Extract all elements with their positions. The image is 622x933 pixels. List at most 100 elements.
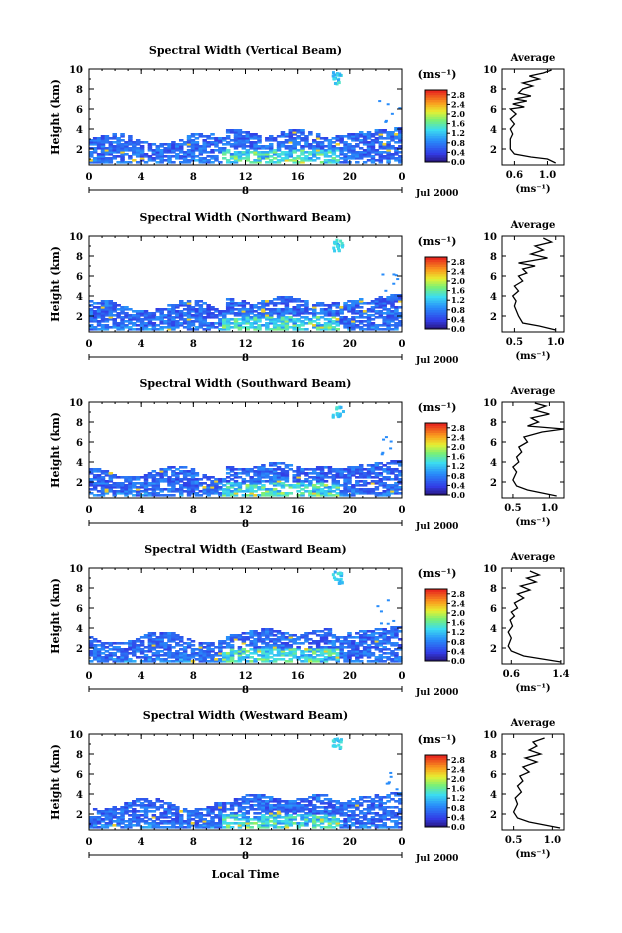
heatmap-cell: [210, 480, 215, 483]
heatmap-cell: [242, 806, 247, 809]
heatmap-cell: [179, 161, 184, 164]
heatmap-cell: [167, 155, 172, 158]
heatmap-cell: [171, 804, 176, 807]
heatmap-cell: [195, 133, 200, 136]
heatmap-cell: [359, 650, 364, 653]
heatmap-cell: [332, 739, 335, 742]
colorbar-swatch: [425, 310, 447, 313]
heatmap-cell: [316, 794, 321, 797]
heatmap-cell: [202, 482, 207, 485]
colorbar-swatch: [425, 481, 447, 484]
heatmap-cell: [234, 129, 239, 132]
colorbar-swatch: [425, 102, 447, 105]
heatmap-cell: [363, 808, 368, 811]
heatmap-cell: [253, 310, 258, 313]
avg-y-tick-label: 6: [490, 604, 497, 615]
heatmap-cell: [292, 137, 297, 140]
heatmap-cell: [316, 654, 321, 657]
colorbar-swatch: [425, 138, 447, 141]
heatmap-cell: [183, 490, 188, 493]
heatmap-cell: [144, 826, 149, 829]
heatmap-cell: [347, 640, 352, 643]
heatmap-cell: [285, 642, 290, 645]
heatmap-cell: [394, 157, 399, 160]
heatmap-cell: [159, 650, 164, 653]
heatmap-cell: [363, 161, 368, 164]
colorbar-tick-label: 0.4: [451, 314, 465, 324]
heatmap-cell: [343, 812, 348, 815]
heatmap-cell: [337, 578, 340, 581]
heatmap-cell: [191, 133, 196, 136]
heatmap-cell: [375, 462, 380, 465]
heatmap-cell: [296, 298, 301, 301]
y-tick-label: 2: [76, 478, 83, 489]
avg-x-axis-label: (ms⁻¹): [515, 184, 550, 195]
heatmap-cell: [159, 149, 164, 152]
heatmap-cell: [328, 304, 333, 307]
heatmap-cell: [148, 632, 153, 635]
heatmap-cell: [242, 648, 247, 651]
heatmap-cell: [269, 308, 274, 311]
heatmap-cell: [175, 320, 180, 323]
heatmap-cell: [347, 133, 352, 136]
heatmap-cell: [257, 145, 262, 148]
heatmap-cell: [379, 310, 384, 313]
colorbar-tick-label: 0.8: [451, 471, 465, 481]
heatmap-cell: [171, 478, 176, 481]
heatmap-cell: [97, 302, 102, 305]
heatmap-cell: [351, 133, 356, 136]
heatmap-cell: [97, 640, 102, 643]
heatmap-cell: [230, 474, 235, 477]
heatmap-cell: [112, 302, 117, 305]
units-label: (ms⁻¹): [418, 235, 457, 248]
heatmap-cell: [265, 137, 270, 140]
heatmap-cell: [159, 654, 164, 657]
heatmap-cell: [226, 472, 231, 475]
heatmap-cell: [371, 798, 376, 801]
heatmap-cell: [371, 812, 376, 815]
heatmap-cell: [253, 808, 258, 811]
heatmap-cell: [324, 632, 329, 635]
heatmap-cell: [206, 642, 211, 645]
heatmap-cell: [281, 151, 286, 154]
x-tick-label: 20: [343, 505, 357, 516]
avg-x-tick-label: 1.4: [552, 669, 569, 680]
heatmap-cell: [269, 135, 274, 138]
heatmap-cell: [382, 439, 385, 441]
heatmap-cell: [355, 818, 360, 821]
heatmap-cell: [257, 135, 262, 138]
colorbar-tick-label: 2.4: [451, 99, 465, 109]
heatmap-cell: [148, 155, 153, 158]
heatmap-cell: [273, 137, 278, 140]
heatmap-cell: [382, 155, 387, 158]
heatmap-cell: [124, 484, 129, 487]
heatmap-cell: [210, 806, 215, 809]
heatmap-cell: [179, 814, 184, 817]
heatmap-cell: [390, 324, 395, 327]
heatmap-cell: [112, 482, 117, 485]
heatmap-cell: [308, 476, 313, 479]
heatmap-cell: [390, 468, 395, 471]
heatmap-cell: [375, 812, 380, 815]
heatmap-cell: [167, 488, 172, 491]
heatmap-cell: [195, 300, 200, 303]
heatmap-cell: [199, 812, 204, 815]
heatmap-cell: [156, 806, 161, 809]
heatmap-cell: [394, 806, 399, 809]
heatmap-cell: [249, 133, 254, 136]
colorbar-swatch: [425, 457, 447, 460]
heatmap-cell: [285, 151, 290, 154]
heatmap-cell: [140, 640, 145, 643]
heatmap-cell: [206, 820, 211, 823]
heatmap-cell: [210, 654, 215, 657]
heatmap-cell: [379, 648, 384, 651]
heatmap-cell: [300, 650, 305, 653]
heatmap-cell: [199, 133, 204, 136]
heatmap-cell: [363, 310, 368, 313]
heatmap-cell: [128, 314, 133, 317]
heatmap-cell: [292, 470, 297, 473]
heatmap-cell: [300, 488, 305, 491]
colorbar-swatch: [425, 447, 447, 450]
heatmap-cell: [379, 640, 384, 643]
avg-y-tick-label: 10: [483, 65, 497, 76]
